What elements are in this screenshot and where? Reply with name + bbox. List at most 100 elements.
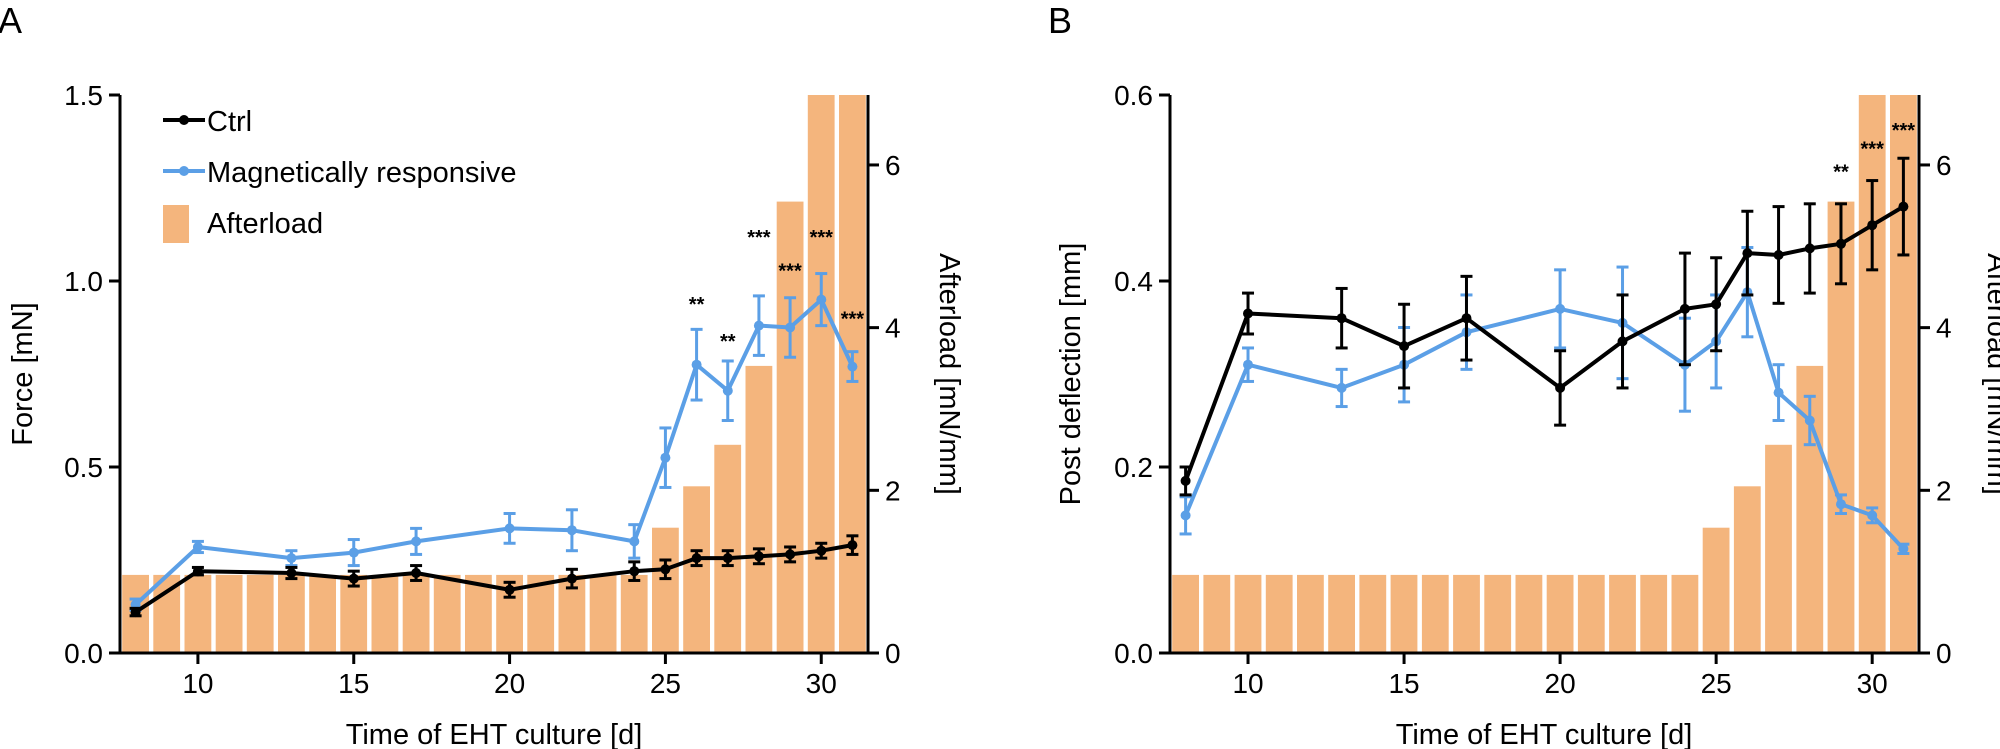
legend-afterload-swatch (163, 205, 189, 243)
legend-afterload-label: Afterload (207, 208, 323, 240)
panel-b-ctrl-point (1555, 382, 1566, 393)
panel-a-ctrl-point (816, 545, 827, 556)
panel-a-significance-label: *** (747, 227, 771, 249)
legend-magnetic-marker (179, 166, 189, 176)
panel-b-afterload-bar (1515, 574, 1543, 653)
panel-a-significance-label: ** (689, 294, 705, 316)
panel-a-afterload-bar (683, 486, 710, 653)
panel-a-y-tick-label: 0.5 (64, 452, 103, 483)
panel-b-ctrl-point (1742, 248, 1753, 259)
legend-ctrl-marker (179, 115, 189, 125)
panel-b-y-tick-label: 0.2 (1114, 452, 1153, 483)
panel-a-axes (109, 93, 879, 664)
legend-item-ctrl: Ctrl (163, 106, 252, 138)
panel-a-afterload-bar (652, 527, 679, 653)
panel-b-magnetic-point (1336, 382, 1347, 393)
panel-b-magnetic-point (1804, 415, 1815, 426)
panel-a-afterload-bar (340, 574, 368, 653)
panel-b-afterload-bar (1390, 574, 1418, 653)
panel-b-afterload-bar (1546, 574, 1574, 653)
panel-b-magnetic-point (1243, 359, 1253, 370)
panel-a-significance-label: *** (841, 309, 865, 331)
panel-a-ctrl-point (130, 607, 141, 618)
panel-b-afterload-bar (1765, 444, 1792, 653)
panel-b-afterload-bar (1609, 574, 1636, 653)
panel-b-magnetic-point (1836, 499, 1846, 510)
panel-a-afterload-bar (465, 574, 492, 653)
panel-a-ctrl-point (847, 540, 858, 551)
panel-a-afterload-bar (745, 365, 773, 653)
panel-a-x-tick-label: 25 (650, 668, 681, 699)
panel-b-ctrl-point (1867, 220, 1878, 231)
panel-b-magnetic-point (1898, 543, 1909, 554)
panel-b-x-tick-label: 10 (1232, 668, 1263, 699)
panel-b-chart: 0.0 0.2 0.4 0.6 0 2 4 6 10 15 20 25 30 Time of EHT cu… (1055, 80, 2000, 749)
panel-b-x-tick-label: 20 (1545, 668, 1576, 699)
panel-b-x-tick-label: 30 (1857, 668, 1888, 699)
panel-b-series-ctrl (1179, 156, 1910, 497)
panel-b-axes (1159, 93, 1930, 664)
panel-b-magnetic-line (1183, 290, 1905, 551)
panel-b-y-tick-label: 0.6 (1114, 80, 1153, 111)
panel-a-afterload-bar (589, 574, 617, 653)
panel-a-afterload-bar (714, 444, 742, 653)
panel-a-magnetic-point (504, 523, 515, 534)
panel-b-afterload-bar (1453, 574, 1480, 653)
panel-a-significance-label: *** (778, 260, 802, 282)
panel-b-afterload-bar (1421, 574, 1449, 653)
panel-a-magnetic-point (286, 553, 297, 564)
panel-a-y-tick-label: 1.0 (64, 266, 103, 297)
panel-b-y-tick-label: 0.4 (1114, 266, 1153, 297)
panel-a-afterload-bar (807, 95, 835, 653)
panel-a-x-tick-label: 15 (338, 668, 369, 699)
panel-b-magnetic-point (1773, 387, 1784, 398)
panel-a-afterload-bar (527, 574, 555, 653)
panel-a-ctrl-point (691, 553, 702, 564)
panel-b-magnetic-point (1180, 510, 1191, 521)
panel-a-ctrl-point (660, 564, 671, 575)
panel-a-magnetic-point (785, 322, 796, 333)
panel-b-afterload-bar (1265, 574, 1293, 653)
panel-b-magnetic-point (1555, 303, 1566, 314)
panel-a-y-axis-title: Force [mN] (7, 302, 39, 445)
panel-b-x-tick-label: 15 (1388, 668, 1419, 699)
panel-a-ctrl-line (134, 543, 853, 614)
panel-b-ctrl-point (1617, 336, 1628, 347)
panel-a-magnetic-point (753, 320, 764, 331)
legend-magnetic-label: Magnetically responsive (207, 157, 516, 189)
panel-b-ctrl-point (1180, 475, 1191, 486)
panel-a-y2-axis-title: Afterload [mN/mm] (933, 253, 965, 495)
panel-label-b: B (1048, 0, 1072, 41)
panel-a-afterload-bar (215, 574, 243, 653)
panel-a-ctrl-point (286, 568, 297, 578)
panel-b-ctrl-point (1898, 201, 1909, 212)
panel-a-magnetic-point (411, 536, 422, 547)
panel-b-y2-tick-label: 6 (1936, 150, 1952, 181)
panel-a-x-tick-label: 20 (494, 668, 525, 699)
panel-a-significance-label: ** (720, 331, 736, 353)
panel-b-significance-label: *** (1861, 138, 1885, 160)
panel-b-ctrl-line (1183, 204, 1905, 482)
panel-a-ctrl-point (785, 549, 796, 560)
panel-a-magnetic-point (566, 525, 577, 536)
panel-label-a: A (0, 0, 22, 41)
panel-b-ctrl-point (1399, 341, 1410, 352)
panel-a-series-ctrl (129, 534, 859, 618)
legend-item-magnetic: Magnetically responsive (163, 157, 516, 189)
panel-a-afterload-bar (309, 574, 336, 653)
panel-b-ctrl-point (1711, 299, 1722, 310)
panel-b-y2-tick-label: 2 (1936, 475, 1952, 506)
panel-a-y2-tick-label: 6 (885, 150, 901, 181)
panel-a-x-tick-label: 30 (806, 668, 837, 699)
panel-a-magnetic-point (722, 385, 733, 396)
panel-b-y2-tick-label: 0 (1936, 638, 1952, 669)
panel-a-afterload-bar (402, 574, 430, 653)
panel-b-afterload-bar (1484, 574, 1512, 653)
panel-a-x-tick-label: 10 (182, 668, 213, 699)
panel-b-ctrl-point (1461, 313, 1472, 324)
panel-a-magnetic-point (192, 542, 203, 552)
panel-a-magnetic-point (660, 452, 671, 463)
panel-a-afterload-bar (278, 574, 305, 653)
panel-b-afterload-bar (1733, 486, 1761, 653)
panel-a-afterload-bar (371, 574, 399, 653)
